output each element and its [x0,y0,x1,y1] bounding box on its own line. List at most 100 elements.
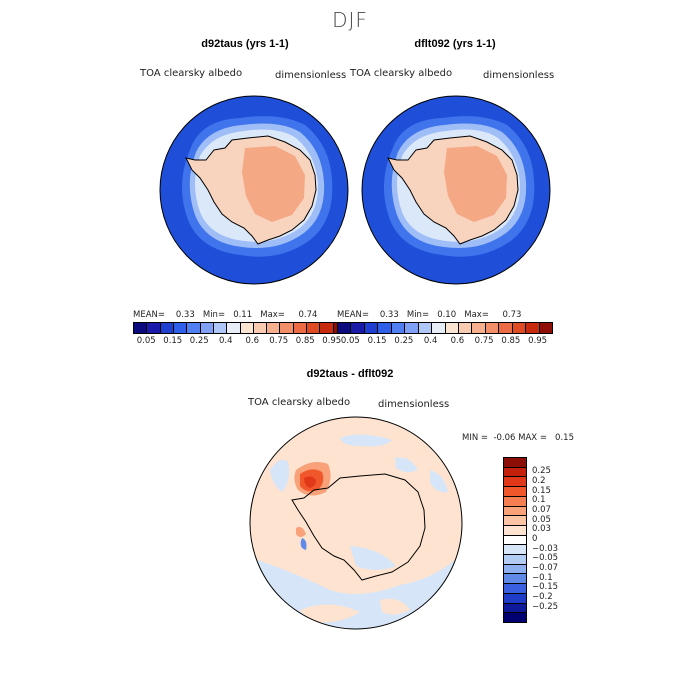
difference-colorbar-swatch [504,563,526,574]
difference-colorbar-tick-label: −0.1 [532,572,553,583]
panel-1-colorbar-swatch [172,323,187,333]
panel-1-colorbar-tick-label: 0.85 [295,336,315,346]
panel-1-colorbar-tick-label: 0.6 [245,336,260,346]
difference-colorbar-swatch [504,583,526,593]
panel-2-units-label: dimensionless [483,70,555,81]
panel-2-colorbar-swatch [498,323,512,333]
panel-1-title: d92taus (yrs 1-1) [201,38,289,50]
panel-2-colorbar-tick-label: 0.05 [340,336,360,346]
difference-colorbar [503,457,527,623]
difference-colorbar-tick-label: 0.03 [532,524,551,535]
panel-2-colorbar-tick-label: 0.6 [450,336,465,346]
difference-colorbar-tick-label: −0.15 [532,582,559,593]
difference-colorbar-swatch [504,602,526,613]
difference-colorbar-swatch [504,505,526,516]
difference-antarctica-outline [291,473,426,581]
panel-1-colorbar-tick-label: 0.75 [269,336,289,346]
panel-1-colorbar-swatch [186,323,200,333]
panel-2-stats: MEAN= 0.33 Min= 0.10 Max= 0.73 [337,310,522,320]
difference-colorbar-tick-label: −0.07 [532,562,559,573]
panel-2-colorbar-tick-label: 0.75 [474,336,494,346]
difference-colorbar-tick-label: 0.15 [532,485,551,496]
difference-colorbar-tick-label: 0.1 [532,495,546,506]
difference-colorbar-swatch [504,458,526,467]
panel-2-colorbar-swatch [431,323,445,333]
panel-2-colorbar-swatch [511,323,526,333]
panel-1-colorbar-swatch [212,323,227,333]
panel-2-colorbar-swatch [538,323,552,333]
difference-colorbar-tick-label: −0.25 [532,601,559,612]
panel-2-colorbar-tick-label: 0.25 [394,336,414,346]
difference-colorbar-swatch [504,466,526,477]
difference-colorbar-tick-label: 0.07 [532,505,551,516]
difference-title: d92taus - dflt092 [306,368,394,380]
difference-colorbar-swatch [504,544,526,555]
panel-2-colorbar-tick-label: 0.15 [367,336,387,346]
panel-1-colorbar-swatch [292,323,307,333]
difference-colorbar-tick-label: 0.2 [532,476,546,487]
panel-2-title: dflt092 (yrs 1-1) [414,38,496,50]
difference-colorbar-swatch [504,592,526,603]
difference-colorbar-swatch [504,573,526,584]
difference-colorbar-swatch [504,554,526,564]
panel-1-colorbar-swatch [279,323,293,333]
difference-colorbar-tick-label: 0 [532,534,538,544]
panel-1-variable-label: TOA clearsky albedo [140,68,243,79]
panel-2-colorbar-tick-label: 0.85 [501,336,521,346]
panel-2-colorbar [337,322,553,334]
figure-title: DJF [332,8,368,32]
panel-1-colorbar-tick-label: 0.4 [218,336,233,346]
panel-2-colorbar-swatch [338,323,351,333]
panel-1-colorbar-ticks: 0.05 0.15 0.25 0.4 0.6 0.75 0.85 0.95 [133,336,345,348]
panel-2-colorbar-swatch [404,323,418,333]
difference-colorbar-swatch [504,534,526,545]
panel-1-colorbar-tick-label: 0.95 [322,336,342,346]
panel-1-colorbar-swatch [199,323,213,333]
difference-variable-label: TOA clearsky albedo [248,397,351,408]
panel-1-colorbar-swatch [306,323,320,333]
panel-1-units-label: dimensionless [275,70,347,81]
panel-1-colorbar-swatch [252,323,267,333]
panel-1-colorbar-tick-label: 0.15 [163,336,183,346]
panel-1-colorbar-swatch [226,323,240,333]
panel-2-colorbar-swatch [350,323,364,333]
panel-1-colorbar-swatch [159,323,173,333]
panel-2-colorbar-swatch [484,323,499,333]
panel-2-colorbar-swatch [471,323,485,333]
panel-2-colorbar-tick-label: 0.95 [528,336,548,346]
difference-colorbar-tick-label: 0.25 [532,466,551,477]
panel-2-colorbar-ticks: 0.05 0.15 0.25 0.4 0.6 0.75 0.85 0.95 [337,336,551,348]
panel-1-colorbar-tick-label: 0.05 [136,336,156,346]
difference-colorbar-swatch [504,515,526,525]
panel-1-colorbar-tick-label: 0.25 [189,336,209,346]
panel-2-colorbar-swatch [444,323,458,333]
panel-2-variable-label: TOA clearsky albedo [350,68,453,79]
difference-colorbar-tick-label: 0.05 [532,514,551,525]
difference-colorbar-tick-label: −0.05 [532,553,559,564]
panel-1-colorbar-swatch [266,323,280,333]
panel-2-colorbar-swatch [377,323,391,333]
difference-minmax: MIN = -0.06 MAX = 0.15 [462,433,574,443]
difference-colorbar-swatch [504,476,526,487]
panel-1-colorbar-swatch [239,323,253,333]
panel-2-colorbar-tick-label: 0.4 [423,336,438,346]
panel-2-colorbar-swatch [457,323,472,333]
difference-colorbar-tick-label: −0.2 [532,591,553,602]
difference-colorbar-swatch [504,495,526,506]
difference-colorbar-swatch [504,486,526,496]
difference-colorbar-ticks: 0.25 0.2 0.15 0.1 0.07 0.05 0.03 0 −0.03 −0.05 −0.… [532,457,592,621]
panel-1-stats: MEAN= 0.33 Min= 0.11 Max= 0.74 [133,310,318,320]
panel-2-colorbar-swatch [525,323,539,333]
panel-2-colorbar-swatch [390,323,405,333]
panel-2-colorbar-swatch [363,323,378,333]
panel-1-colorbar-swatch [134,323,147,333]
difference-colorbar-swatch [504,524,526,535]
panel-1-colorbar-swatch [319,323,333,333]
panel-1-colorbar-swatch [146,323,160,333]
difference-colorbar-swatch [504,612,526,622]
difference-units-label: dimensionless [378,399,450,410]
panel-2-colorbar-swatch [417,323,432,333]
